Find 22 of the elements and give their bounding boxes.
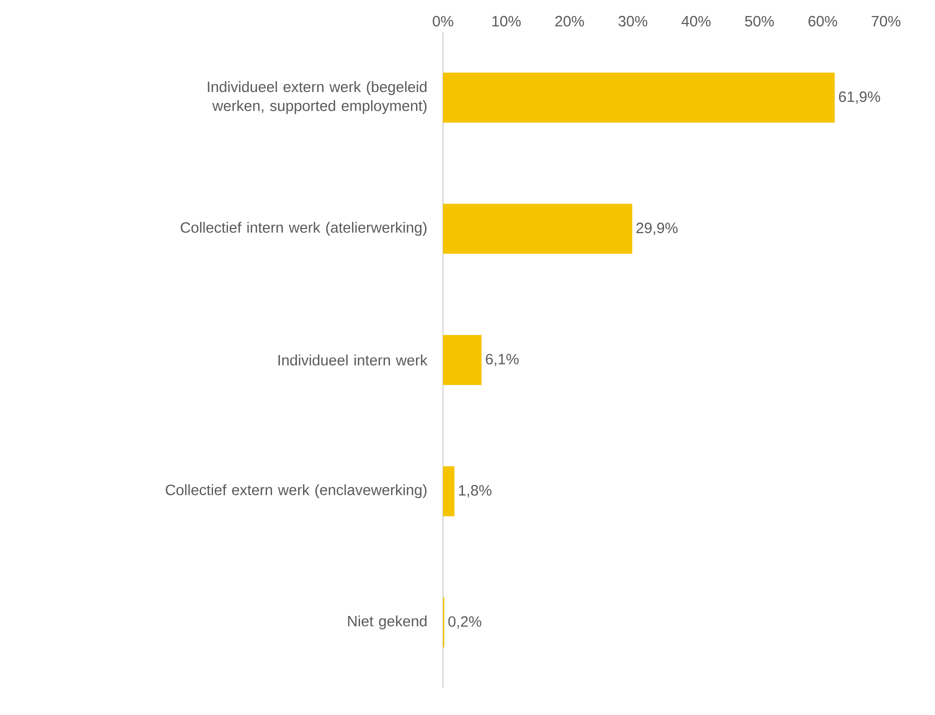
y-tick-label: Niet gekend [348, 615, 426, 630]
bar [443, 72, 835, 123]
bar [443, 466, 454, 516]
data-label: 1,8% [459, 485, 492, 498]
x-tick-label: 30% [618, 16, 648, 26]
data-label: 0,2% [448, 616, 482, 629]
y-tick-label: Individueel extern werk (begeleid werken, supported employment) [208, 81, 427, 114]
bar [443, 335, 482, 386]
x-tick-label: 20% [555, 16, 584, 26]
x-tick-label: 70% [872, 16, 900, 26]
y-tick-label: Collectief intern werk (atelierwerking) [180, 222, 426, 236]
bar [443, 204, 632, 254]
y-tick-label: Collectief extern werk (enclavewerking) [166, 484, 426, 498]
data-label: 6,1% [486, 354, 519, 366]
y-tick-label: Individueel intern werk [278, 354, 428, 366]
x-tick-label: 10% [492, 16, 521, 26]
x-tick-label: 0% [432, 16, 454, 26]
x-tick-label: 50% [745, 16, 774, 26]
data-label: 29,9% [636, 222, 678, 235]
x-tick-label: 40% [682, 16, 711, 26]
data-label: 61,9% [839, 91, 880, 104]
x-tick-label: 60% [808, 16, 838, 26]
